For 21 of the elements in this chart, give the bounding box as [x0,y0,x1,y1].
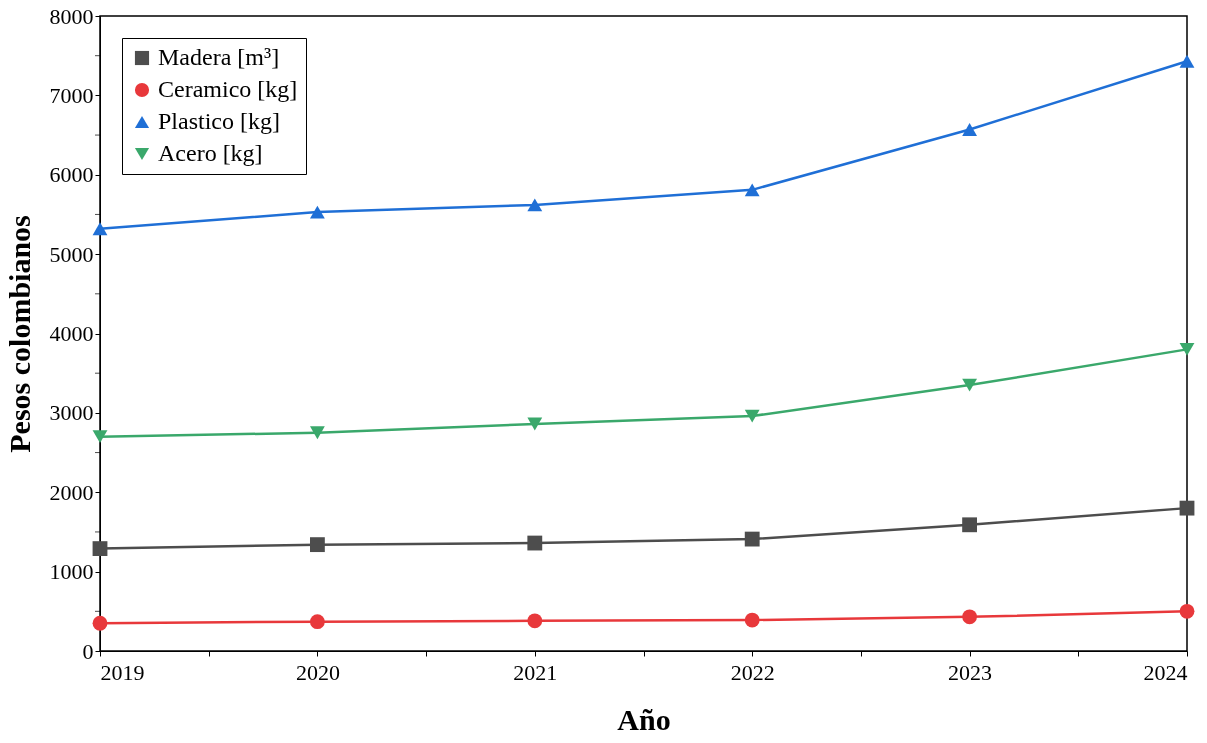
y-tick-label: 3000 [49,400,94,426]
x-tick-label: 2019 [100,659,145,685]
y-tick-label: 6000 [49,162,94,188]
legend-label: Plastico [kg] [158,108,280,134]
y-axis-title: Pesos colombianos [2,215,36,453]
x-axis-title: Año [617,702,671,736]
legend-label: Acero [kg] [158,140,263,166]
y-tick-label: 4000 [49,321,94,346]
y-tick-label: 5000 [49,241,94,267]
legend-label: Madera [m³] [158,44,280,70]
x-tick-label: 2022 [730,659,775,685]
y-tick-label: 7000 [49,82,94,108]
x-tick-label: 2021 [513,659,558,685]
legend-label: Ceramico [kg] [158,76,298,102]
x-tick-label: 2024 [1143,659,1188,685]
y-tick-label: 8000 [49,3,94,29]
y-tick-label: 0 [82,638,94,664]
x-tick-label: 2023 [948,659,993,685]
y-tick-label: 2000 [49,479,94,505]
y-tick-label: 1000 [49,559,94,585]
x-tick-label: 2020 [295,659,340,685]
